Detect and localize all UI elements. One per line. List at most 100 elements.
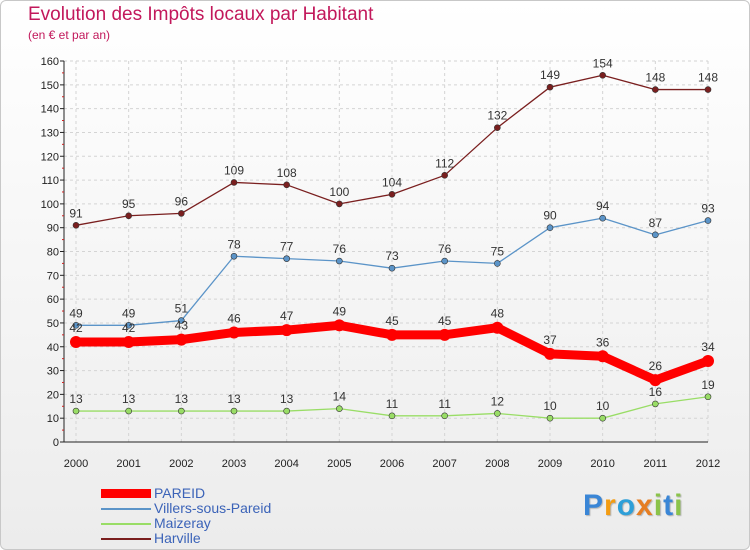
point-maizeray — [441, 412, 448, 420]
x-tick-label: 2002 — [169, 458, 193, 470]
point-villers-sous-pareid — [125, 322, 132, 329]
data-label-maizeray: 12 — [491, 394, 505, 408]
point-villers-sous-pareid — [388, 264, 396, 272]
data-label-pareid: 47 — [280, 309, 294, 323]
point-maizeray — [230, 407, 238, 415]
grid — [64, 60, 709, 442]
x-tick-label: 2000 — [64, 458, 88, 470]
point-maizeray — [704, 393, 712, 401]
data-label-villers-sous-pareid: 87 — [649, 216, 663, 230]
point-harville — [230, 179, 238, 186]
point-maizeray — [336, 405, 343, 412]
point-harville — [599, 71, 606, 79]
y-tick-label: 100 — [41, 199, 59, 211]
data-label-harville: 149 — [540, 68, 560, 82]
legend-label-maizeray: Maizeray — [154, 515, 211, 531]
point-maizeray — [125, 407, 132, 415]
logo-letter: o — [616, 489, 637, 522]
proxiti-logo: Proxiti — [583, 489, 683, 523]
legend-label-harville: Harville — [154, 530, 201, 546]
data-label-villers-sous-pareid: 75 — [491, 244, 505, 258]
point-villers-sous-pareid — [494, 260, 501, 267]
x-tick-label: 2006 — [380, 458, 404, 470]
point-maizeray — [178, 407, 185, 415]
data-label-harville: 96 — [175, 194, 189, 208]
y-tick-label: 10 — [47, 413, 59, 425]
data-label-maizeray: 13 — [122, 392, 136, 406]
point-villers-sous-pareid — [178, 317, 185, 324]
data-label-maizeray: 14 — [333, 390, 347, 404]
y-tick-label: 60 — [47, 294, 59, 306]
y-tick-label: 110 — [41, 175, 59, 187]
data-label-villers-sous-pareid: 77 — [280, 240, 294, 254]
data-label-maizeray: 13 — [280, 392, 294, 406]
point-villers-sous-pareid — [441, 257, 448, 265]
legend-swatch-pareid — [101, 489, 151, 498]
point-villers-sous-pareid — [704, 217, 712, 224]
data-label-harville: 104 — [382, 175, 402, 189]
y-tick-label: 150 — [41, 80, 59, 92]
data-label-maizeray: 19 — [701, 378, 715, 392]
data-label-pareid: 37 — [543, 333, 557, 347]
point-pareid — [333, 319, 346, 332]
data-label-villers-sous-pareid: 76 — [438, 242, 452, 256]
x-tick-label: 2009 — [538, 458, 562, 470]
y-tick-label: 70 — [47, 270, 59, 282]
point-harville — [178, 210, 185, 217]
legend-swatch-harville — [101, 538, 151, 540]
point-harville — [283, 181, 290, 189]
logo-letter: x — [636, 489, 654, 522]
chart-subtitle: (en € et par an) — [28, 28, 111, 42]
data-label-maizeray: 13 — [175, 392, 189, 406]
data-label-harville: 154 — [593, 56, 613, 70]
logo-letter: i — [674, 489, 684, 522]
legend-label-pareid: PAREID — [154, 485, 206, 501]
point-maizeray — [283, 407, 290, 415]
axes: 0 10 20 30 40 50 60 70 80 90 100 110 120 130 140 150 160… — [41, 56, 721, 470]
point-pareid — [544, 347, 556, 360]
data-label-pareid: 45 — [438, 314, 452, 328]
point-maizeray — [652, 400, 659, 408]
point-villers-sous-pareid — [599, 214, 606, 222]
y-tick-label: 30 — [47, 366, 59, 378]
x-tick-label: 2001 — [116, 458, 140, 470]
point-harville — [388, 191, 396, 198]
x-tick-label: 2004 — [274, 458, 298, 470]
data-label-pareid: 43 — [175, 319, 189, 333]
point-villers-sous-pareid — [336, 257, 343, 265]
y-tick-label: 80 — [47, 247, 59, 259]
point-pareid — [280, 324, 293, 337]
data-label-harville: 148 — [698, 71, 718, 85]
point-pareid — [70, 335, 82, 348]
y-tick-label: 90 — [47, 223, 59, 235]
point-maizeray — [546, 414, 554, 422]
point-maizeray — [72, 407, 80, 415]
y-tick-label: 130 — [41, 127, 59, 139]
data-label-harville: 100 — [329, 185, 349, 199]
labels-layer: 91 95 96 109 108 100 104 112 132 149 154 148 148 49 49… — [69, 56, 718, 413]
point-villers-sous-pareid — [283, 255, 290, 262]
data-label-harville: 148 — [645, 71, 665, 85]
point-villers-sous-pareid — [230, 252, 238, 260]
point-pareid — [175, 333, 188, 346]
data-label-pareid: 45 — [385, 314, 399, 328]
point-maizeray — [388, 412, 396, 420]
data-label-pareid: 42 — [122, 321, 136, 335]
data-label-harville: 109 — [224, 163, 244, 177]
point-pareid — [649, 374, 662, 387]
x-tick-label: 2012 — [696, 458, 720, 470]
logo-letter: i — [653, 489, 664, 522]
x-tick-label: 2007 — [432, 458, 456, 470]
point-pareid — [438, 328, 451, 341]
data-label-villers-sous-pareid: 76 — [333, 242, 347, 256]
data-label-pareid: 46 — [227, 311, 241, 325]
y-tick-label: 140 — [41, 104, 59, 116]
data-label-maizeray: 13 — [227, 392, 241, 406]
point-maizeray — [599, 414, 606, 422]
legend-swatch-maizeray — [101, 523, 151, 525]
y-tick-label: 0 — [53, 437, 59, 449]
point-harville — [441, 172, 448, 179]
data-label-villers-sous-pareid: 49 — [69, 306, 83, 320]
